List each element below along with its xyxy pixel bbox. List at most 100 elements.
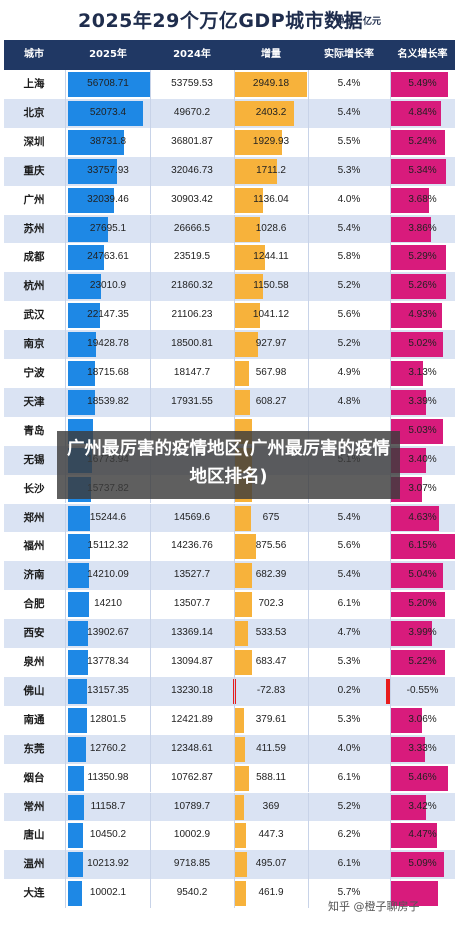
column-divider — [65, 185, 66, 215]
cell-y2024: 9540.2 — [176, 887, 208, 899]
cell-city: 福州 — [23, 540, 45, 553]
column-divider — [150, 705, 151, 735]
cell-y2024: 53759.53 — [171, 78, 213, 89]
bar-increment — [235, 621, 249, 647]
bar-increment — [235, 534, 257, 560]
bar-increment — [235, 389, 250, 415]
cell-real: 5.6% — [337, 540, 361, 552]
cell-y2025: 10450.2 — [89, 829, 127, 841]
bar-2025 — [68, 736, 87, 762]
column-divider — [234, 619, 235, 648]
column-divider — [308, 879, 309, 909]
column-divider — [308, 359, 309, 388]
bar-nominal-growth — [390, 505, 439, 531]
bar-nominal-growth — [386, 678, 391, 704]
cell-y2024: 14236.76 — [171, 540, 213, 552]
cell-nominal: 3.33% — [408, 742, 437, 754]
column-divider — [390, 272, 391, 302]
column-divider — [65, 648, 66, 677]
cell-nominal: 4.63% — [408, 511, 437, 523]
column-divider — [234, 705, 235, 735]
header-real-growth: 实际增长率 — [324, 49, 374, 60]
bar-increment — [235, 765, 250, 791]
cell-nominal: 3.06% — [408, 713, 437, 725]
cell-real: 5.4% — [337, 511, 361, 523]
table-row: 南京 19428.78 18500.81 927.97 5.2% 5.02% — [4, 330, 455, 359]
column-divider — [308, 821, 309, 851]
column-divider — [65, 359, 66, 388]
table-row: 武汉 22147.35 21106.23 1041.12 5.6% 4.93% — [4, 301, 455, 331]
column-divider — [150, 590, 151, 620]
cell-y2025: 10002.1 — [89, 887, 127, 899]
cell-y2025: 12760.2 — [89, 742, 127, 754]
header-2025: 2025年 — [89, 49, 127, 60]
cell-y2024: 18500.81 — [171, 338, 213, 350]
cell-inc: 447.3 — [258, 829, 284, 841]
cell-inc: 588.11 — [256, 771, 286, 783]
cell-real: 4.0% — [337, 193, 361, 205]
cell-city: 杭州 — [23, 280, 45, 293]
column-divider — [150, 127, 151, 157]
cell-nominal: 5.20% — [408, 598, 437, 610]
column-divider — [390, 734, 391, 764]
cell-inc: 533.53 — [255, 627, 287, 639]
bar-nominal-growth — [390, 881, 438, 907]
cell-real: 5.3% — [337, 656, 361, 667]
column-divider — [65, 561, 66, 591]
bar-nominal-growth — [390, 534, 455, 560]
bar-nominal-growth — [390, 765, 448, 791]
column-divider — [308, 127, 309, 157]
cell-real: 5.2% — [337, 800, 361, 812]
cell-city: 青岛 — [23, 424, 45, 437]
column-divider — [234, 590, 235, 620]
column-divider — [234, 821, 235, 851]
cell-city: 温州 — [23, 858, 45, 871]
cell-nominal: -0.55% — [406, 684, 439, 696]
cell-inc: 369 — [262, 800, 280, 812]
column-divider — [65, 243, 66, 273]
caption-text: 广州最厉害的疫情地区(广州最厉害的疫情地区排名) — [67, 439, 390, 487]
cell-city: 广州 — [23, 193, 45, 206]
cell-city: 郑州 — [23, 511, 45, 524]
bar-increment — [235, 245, 266, 271]
column-divider — [390, 792, 391, 822]
bar-increment — [235, 129, 283, 155]
column-divider — [308, 214, 309, 244]
bar-increment — [235, 361, 249, 386]
cell-city: 唐山 — [23, 829, 45, 842]
column-divider — [150, 70, 151, 99]
column-divider — [65, 734, 66, 764]
cell-real: 5.4% — [337, 569, 361, 581]
bar-nominal-growth — [390, 187, 429, 213]
column-divider — [150, 879, 151, 909]
column-divider — [234, 763, 235, 793]
table-row: 重庆 33757.93 32046.73 1711.2 5.3% 5.34% — [4, 156, 455, 186]
cell-city: 西安 — [23, 627, 45, 640]
cell-inc: 608.27 — [255, 395, 287, 407]
bar-2025 — [68, 245, 104, 271]
column-divider — [150, 676, 151, 706]
cell-y2025: 18715.68 — [87, 367, 129, 378]
cell-real: 0.2% — [337, 684, 361, 696]
bar-nominal-growth — [390, 592, 445, 618]
cell-inc: 2949.18 — [252, 78, 290, 89]
column-divider — [65, 821, 66, 851]
cell-y2025: 19428.78 — [87, 338, 129, 350]
table-row: 深圳 38731.8 36801.87 1929.93 5.5% 5.24% — [4, 127, 455, 157]
column-divider — [65, 676, 66, 706]
cell-inc: 379.61 — [255, 713, 287, 725]
cell-real: 5.3% — [337, 713, 361, 725]
table-row: 佛山 13157.35 13230.18 -72.83 0.2% -0.55% — [4, 676, 455, 706]
cell-nominal: 5.29% — [408, 251, 437, 263]
bar-2025 — [68, 72, 150, 97]
column-divider — [234, 734, 235, 764]
cell-nominal: 5.26% — [408, 280, 437, 292]
cell-y2025: 33757.93 — [87, 164, 129, 176]
cell-city: 成都 — [23, 251, 45, 264]
source-credit: 知乎 @橙子聊房子 — [328, 900, 420, 913]
bar-2025 — [68, 187, 115, 213]
cell-real: 5.6% — [337, 309, 361, 321]
cell-y2025: 23010.9 — [89, 280, 127, 292]
cell-y2025: 18539.82 — [87, 395, 129, 407]
cell-real: 6.2% — [337, 829, 361, 841]
